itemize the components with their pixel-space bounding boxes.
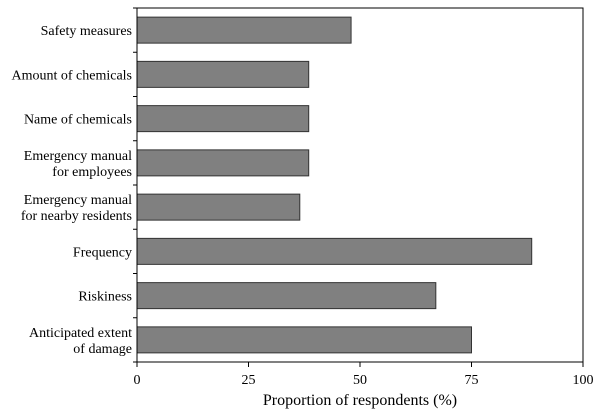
x-tick-label: 50 (353, 373, 367, 388)
y-tick-label: Frequency (73, 245, 132, 260)
bar (136, 149, 310, 177)
y-tick-label: Riskiness (78, 290, 132, 305)
y-tick-label: Emergency manual for nearby residents (21, 193, 132, 224)
bar (136, 193, 301, 221)
x-tick-label: 25 (242, 373, 256, 388)
bar (136, 282, 437, 310)
y-tick-label: Anticipated extent of damage (29, 326, 132, 357)
y-tick-label: Name of chemicals (24, 113, 132, 128)
plot-frame (136, 7, 584, 363)
bar (136, 326, 472, 354)
bar (136, 60, 310, 88)
bar (136, 237, 533, 265)
x-axis-label: Proportion of respondents (%) (263, 392, 457, 409)
x-tick-label: 75 (465, 373, 479, 388)
y-tick-label: Amount of chemicals (11, 68, 132, 83)
bar (136, 105, 310, 133)
bar (136, 16, 352, 44)
y-tick-label: Safety measures (41, 24, 132, 39)
x-tick-label: 0 (134, 373, 141, 388)
x-tick-label: 100 (573, 373, 594, 388)
y-tick-label: Emergency manual for employees (24, 149, 132, 180)
